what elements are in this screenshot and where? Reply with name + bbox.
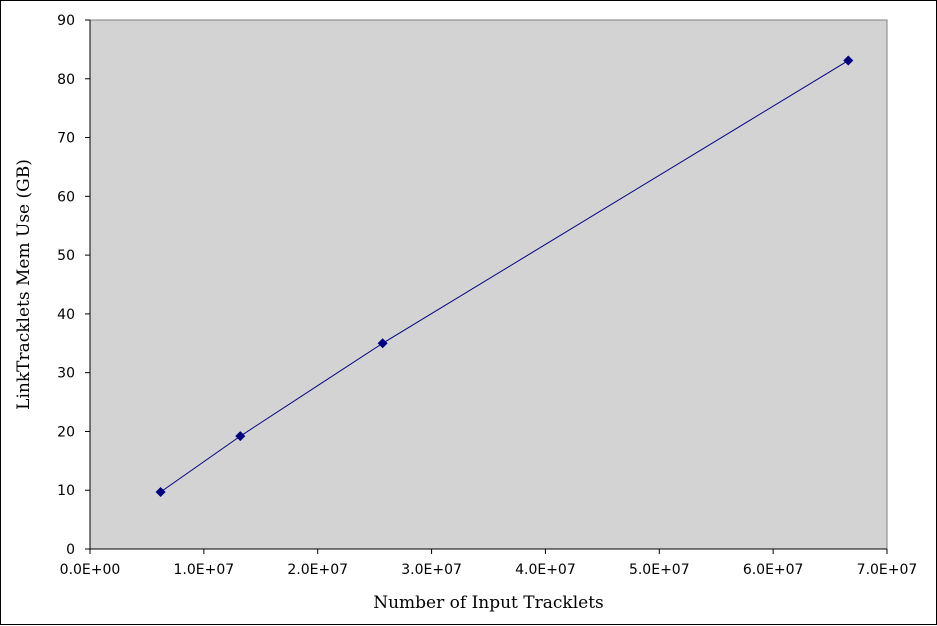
y-axis: 0 10 20 30 40 50 60 70 80 90 bbox=[57, 13, 91, 558]
x-tick-label: 0.0E+00 bbox=[60, 562, 121, 578]
x-axis-title: Number of Input Tracklets bbox=[373, 593, 604, 613]
series-layer bbox=[155, 55, 854, 497]
y-tick-label: 20 bbox=[57, 424, 75, 440]
y-tick-label: 0 bbox=[66, 542, 75, 558]
data-point-marker bbox=[155, 486, 166, 497]
y-tick-label: 40 bbox=[57, 307, 75, 323]
x-tick-label: 1.0E+07 bbox=[174, 562, 235, 578]
y-tick-label: 50 bbox=[57, 248, 75, 264]
x-tick-label: 3.0E+07 bbox=[401, 562, 462, 578]
y-tick-label: 80 bbox=[57, 72, 75, 88]
data-point-marker bbox=[377, 338, 388, 349]
y-tick-label: 60 bbox=[57, 189, 75, 205]
y-tick-label: 10 bbox=[57, 483, 75, 499]
y-tick-label: 30 bbox=[57, 366, 75, 382]
data-point-marker bbox=[843, 55, 854, 66]
y-tick-label: 70 bbox=[57, 131, 75, 147]
x-tick-label: 6.0E+07 bbox=[743, 562, 804, 578]
plot-area bbox=[89, 19, 888, 550]
y-axis-title: LinkTracklets Mem Use (GB) bbox=[14, 159, 34, 410]
x-tick-label: 4.0E+07 bbox=[515, 562, 576, 578]
x-axis: 0.0E+00 1.0E+07 2.0E+07 3.0E+07 4.0E+07 5.0E+… bbox=[60, 548, 918, 578]
y-tick-label: 90 bbox=[57, 13, 75, 29]
series-line bbox=[160, 60, 849, 493]
data-point-marker bbox=[235, 431, 246, 442]
x-tick-label: 5.0E+07 bbox=[629, 562, 690, 578]
x-tick-label: 7.0E+07 bbox=[857, 562, 918, 578]
x-tick-label: 2.0E+07 bbox=[287, 562, 348, 578]
